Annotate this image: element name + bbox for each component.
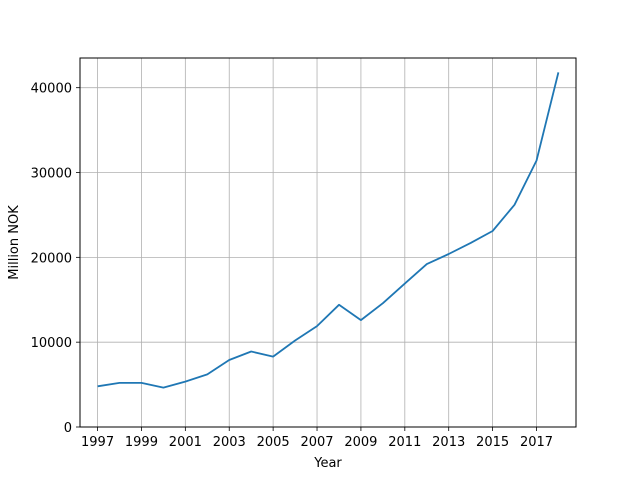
- x-tick-label: 2003: [213, 435, 246, 450]
- x-tick-label: 1999: [125, 435, 158, 450]
- x-tick-label: 2017: [520, 435, 553, 450]
- x-axis: 1997 1999 2001 2003 2005 2007 2009 2011 2013 2015…: [81, 427, 553, 450]
- y-tick-label: 0: [64, 421, 72, 436]
- grid-lines: [80, 58, 576, 428]
- x-tick-label: 2013: [432, 435, 465, 450]
- series-layer: [97, 72, 560, 389]
- x-axis-label: Year: [313, 456, 342, 471]
- x-tick-label: 2009: [344, 435, 377, 450]
- x-tick-label: 2007: [300, 435, 333, 450]
- x-tick-label: 2005: [257, 435, 290, 450]
- x-tick-label: 2011: [388, 435, 421, 450]
- x-tick-label: 1997: [81, 435, 114, 450]
- series-line: [97, 72, 560, 389]
- y-axis-label: Million NOK: [7, 205, 22, 280]
- y-axis: 0 10000 20000 30000 40000: [31, 82, 80, 436]
- y-tick-label: 10000: [31, 336, 72, 351]
- x-tick-label: 2001: [169, 435, 202, 450]
- y-tick-label: 30000: [31, 167, 72, 182]
- y-tick-label: 20000: [31, 251, 72, 266]
- y-tick-label: 40000: [31, 82, 72, 97]
- plot-frame: [79, 57, 577, 428]
- x-tick-label: 2015: [476, 435, 509, 450]
